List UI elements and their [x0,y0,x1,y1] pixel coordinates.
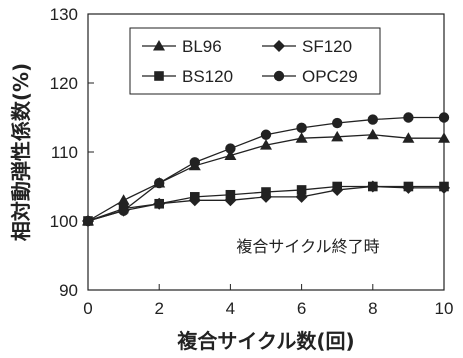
series-layer [82,112,450,227]
data-point-bl96 [295,132,308,143]
data-point-bl96 [438,132,450,143]
x-axis: 0 2 4 6 8 10 [83,284,453,318]
data-point-bl96 [402,132,415,143]
legend-marker-bl96 [153,40,165,51]
legend-label: BS120 [182,67,233,86]
x-tick-label: 2 [154,299,163,318]
series-bl96 [82,128,450,226]
legend-label: OPC29 [302,67,358,86]
x-tick-label: 0 [83,299,92,318]
series-bs120 [83,181,449,226]
legend-marker-bs120 [154,71,164,81]
legend-label: BL96 [182,37,222,56]
data-point-opc29 [225,143,236,154]
annotation: 複合サイクル終了時 [236,237,379,256]
data-point-opc29 [260,129,272,140]
legend-label: SF120 [302,37,352,56]
legend-marker-opc29 [273,70,285,82]
data-point-bs120 [261,187,271,197]
data-point-opc29 [154,177,165,189]
data-point-bs120 [439,181,449,192]
legend-item-bl96: BL96 [142,37,222,56]
data-point-bs120 [190,192,200,202]
data-point-bs120 [332,181,342,192]
legend-item-sf120: SF120 [262,37,352,56]
legend-items: BL96 SF120 BS120 OPC29 [142,37,358,86]
x-tick-label: 6 [297,299,306,318]
legend-item-opc29: OPC29 [262,67,358,86]
data-point-opc29 [296,122,307,134]
data-point-bs120 [225,189,236,200]
data-point-bs120 [368,181,378,192]
data-point-opc29 [367,114,378,125]
series-opc29 [82,112,450,227]
y-tick-label: 100 [50,212,78,231]
y-tick-label: 120 [50,74,78,93]
data-point-opc29 [118,205,129,216]
legend-item-bs120: BS120 [142,67,233,86]
y-tick-label: 90 [59,281,78,300]
data-point-bl96 [366,128,379,140]
data-point-bs120 [296,185,307,195]
data-point-opc29 [403,112,414,123]
data-point-bs120 [403,181,414,192]
legend-marker-sf120 [273,40,285,52]
data-point-bs120 [154,198,164,209]
data-point-opc29 [82,215,94,227]
y-axis-title: 相対動弾性係数(%) [9,63,33,241]
data-point-bl96 [117,194,130,205]
data-point-bl96 [224,149,237,160]
data-point-opc29 [438,112,450,123]
y-tick-label: 110 [51,143,78,162]
data-point-opc29 [332,117,343,129]
x-tick-label: 8 [368,299,377,318]
y-tick-label: 130 [50,5,78,24]
legend-box [129,27,381,95]
data-point-opc29 [189,157,200,168]
x-axis-title: 複合サイクル数(回) [177,329,354,353]
x-tick-label: 10 [435,299,454,318]
legend: BL96 SF120 BS120 OPC29 [129,27,381,95]
y-axis: 90 100 110 120 130 [50,5,94,300]
data-point-bl96 [331,130,344,142]
x-tick-label: 4 [226,299,235,318]
data-point-bl96 [260,139,272,150]
